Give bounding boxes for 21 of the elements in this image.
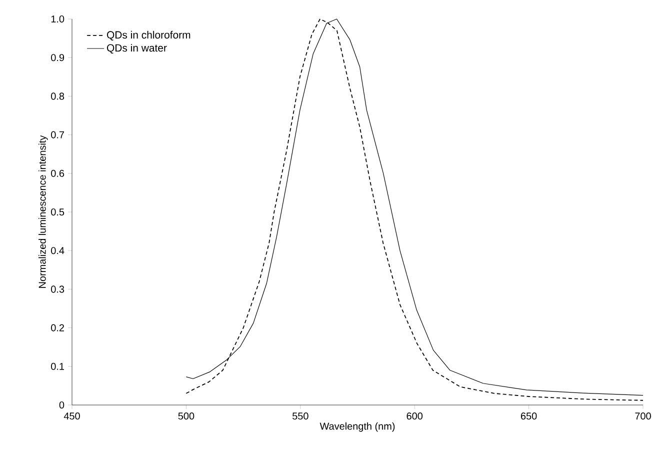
y-tick-label: 1.0: [51, 15, 64, 23]
y-tick-label: 0.3: [51, 286, 64, 293]
y-tick-label: 0.1: [51, 362, 64, 370]
x-tick-label: 600: [406, 412, 423, 420]
x-axis-title: Wavelength (nm): [320, 422, 395, 432]
y-tick-label: 0.7: [51, 131, 64, 138]
y-tick-label: 0.8: [51, 92, 64, 100]
legend-label: QDs in chloroform: [107, 30, 190, 40]
y-tick-label: 0.2: [51, 324, 64, 332]
x-tick-label: 700: [635, 412, 651, 420]
x-tick-label: 500: [178, 412, 194, 420]
y-tick-label: 0.6: [51, 170, 64, 177]
legend-label: QDs in water: [107, 44, 167, 54]
y-tick-label: 0.4: [51, 247, 64, 254]
y-tick-label: 0.9: [51, 54, 64, 62]
y-tick-label: 0: [59, 401, 64, 409]
x-tick-label: 650: [520, 412, 537, 420]
x-tick-label: 450: [64, 412, 80, 420]
x-tick-label: 550: [292, 412, 308, 420]
y-axis-title: Normalized luminescence intensity: [38, 135, 48, 288]
y-tick-label: 0.5: [51, 208, 64, 216]
